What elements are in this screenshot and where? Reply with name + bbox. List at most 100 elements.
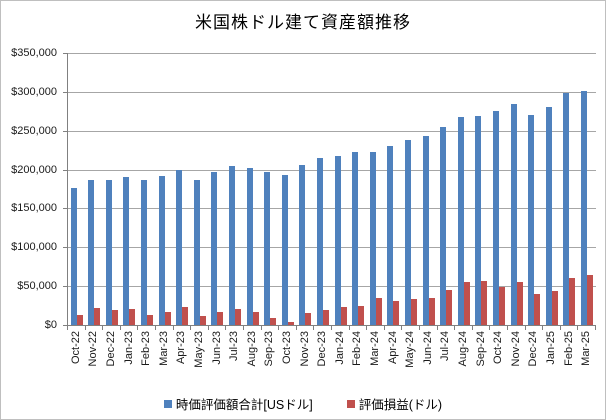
x-tick-label-apr-23: Apr-23 <box>175 331 188 365</box>
gridline <box>68 286 596 288</box>
y-tick-label: $200,000 <box>11 163 57 176</box>
x-axis-tick <box>436 326 438 330</box>
bar-series2-jul-24 <box>446 290 453 325</box>
legend-item-series1: 時価評価額合計[USドル] <box>163 394 313 413</box>
legend: 時価評価額合計[USドル] 評価損益(ドル) <box>1 394 605 413</box>
bar-series2-dec-23 <box>322 310 329 325</box>
y-axis-tick <box>63 208 67 210</box>
y-tick-label: $100,000 <box>11 241 57 254</box>
bar-series1-mar-25 <box>580 91 587 325</box>
x-tick-label-sep-24: Sep-24 <box>474 331 487 367</box>
x-tick-label-nov-22: Nov-22 <box>87 331 100 367</box>
bar-series2-may-23 <box>199 315 206 325</box>
x-axis-tick <box>419 326 420 330</box>
bar-series2-jun-24 <box>428 297 435 325</box>
bar-series1-aug-23 <box>246 168 253 325</box>
x-axis-tick <box>507 326 508 330</box>
x-tick-label-feb-23: Feb-23 <box>140 331 153 366</box>
x-tick-label-jan-25: Jan-25 <box>545 331 557 365</box>
x-axis-tick <box>155 326 156 330</box>
y-tick-label: $150,000 <box>11 202 57 215</box>
bar-series1-oct-23 <box>281 175 288 325</box>
x-axis-tick <box>84 326 86 330</box>
x-tick-label-mar-25: Mar-25 <box>580 331 593 366</box>
bar-series1-jan-24 <box>334 155 341 325</box>
bar-series1-sep-23 <box>264 171 271 325</box>
bar-series1-jun-24 <box>422 136 429 325</box>
x-axis-tick <box>67 326 68 330</box>
x-tick-label-aug-23: Aug-23 <box>245 331 258 367</box>
bar-series2-aug-23 <box>252 311 259 325</box>
bar-series2-mar-23 <box>164 311 171 325</box>
legend-swatch-icon <box>163 399 172 408</box>
bar-series1-dec-22 <box>105 180 112 325</box>
bar-series1-feb-25 <box>563 93 570 325</box>
x-tick-label-sep-23: Sep-23 <box>263 331 276 367</box>
legend-label: 評価損益(ドル) <box>358 398 443 412</box>
bar-series2-mar-24 <box>375 297 382 325</box>
bar-series1-feb-24 <box>352 151 359 325</box>
y-tick-label: $350,000 <box>11 47 57 59</box>
bar-series2-dec-24 <box>534 293 541 325</box>
x-tick-label-oct-22: Oct-22 <box>69 331 82 365</box>
x-tick-label-mar-23: Mar-23 <box>157 331 170 366</box>
gridline <box>68 53 596 54</box>
x-axis-tick <box>559 326 561 330</box>
x-tick-label-dec-22: Dec-22 <box>105 331 117 367</box>
bar-series1-aug-24 <box>457 116 464 325</box>
x-axis-tick <box>577 326 579 330</box>
bar-series2-jun-23 <box>217 311 224 325</box>
x-tick-label-jul-24: Jul-24 <box>439 331 452 361</box>
x-axis-tick <box>366 326 368 330</box>
gridline <box>68 208 596 210</box>
x-tick-label-may-24: May-24 <box>404 331 417 368</box>
x-axis-tick <box>489 326 491 330</box>
x-axis-tick <box>243 326 244 330</box>
gridline <box>68 91 596 93</box>
y-axis-tick <box>63 130 67 132</box>
bar-series2-sep-23 <box>270 318 277 325</box>
bar-series1-oct-24 <box>492 111 499 325</box>
x-tick-label-feb-24: Feb-24 <box>351 331 364 366</box>
x-axis-tick <box>137 326 139 330</box>
bar-series2-aug-24 <box>463 282 470 325</box>
bar-series2-may-24 <box>410 298 417 325</box>
x-tick-label-jun-23: Jun-23 <box>210 331 223 365</box>
y-tick-label: $50,000 <box>17 280 57 293</box>
bar-series1-nov-22 <box>88 180 95 325</box>
bar-series2-nov-23 <box>305 313 312 325</box>
x-axis-tick <box>190 326 192 330</box>
y-axis-tick <box>63 91 67 93</box>
x-tick-label-dec-23: Dec-23 <box>316 331 329 367</box>
y-axis-tick <box>63 53 67 54</box>
bar-series2-apr-23 <box>182 307 189 325</box>
x-tick-label-jan-23: Jan-23 <box>122 331 135 365</box>
bar-series1-jun-23 <box>211 171 218 325</box>
bar-series2-nov-22 <box>94 307 101 325</box>
bar-series1-jan-23 <box>123 177 130 325</box>
x-tick-label-jan-24: Jan-24 <box>333 331 346 365</box>
bar-series2-feb-24 <box>358 305 365 325</box>
gridline <box>68 169 596 171</box>
x-tick-label-mar-24: Mar-24 <box>369 331 381 366</box>
x-tick-label-oct-23: Oct-23 <box>281 331 293 365</box>
bar-series1-sep-24 <box>475 115 482 325</box>
y-axis-tick <box>63 286 67 288</box>
x-axis-tick <box>401 326 403 330</box>
x-axis-tick <box>207 326 209 330</box>
x-axis-tick <box>331 326 332 330</box>
legend-swatch-icon <box>346 399 355 408</box>
x-axis-tick <box>542 326 544 330</box>
bar-series1-may-23 <box>193 180 200 325</box>
x-axis-tick <box>278 326 280 330</box>
gridline <box>68 130 596 132</box>
x-axis-tick <box>313 326 315 330</box>
gridline <box>68 247 596 249</box>
x-tick-label-aug-24: Aug-24 <box>457 331 469 367</box>
bar-series2-oct-23 <box>287 321 294 325</box>
x-tick-label-dec-24: Dec-24 <box>527 331 540 367</box>
bar-series1-jul-24 <box>440 126 447 325</box>
bar-series1-mar-23 <box>158 175 165 325</box>
x-axis-tick <box>225 326 227 330</box>
